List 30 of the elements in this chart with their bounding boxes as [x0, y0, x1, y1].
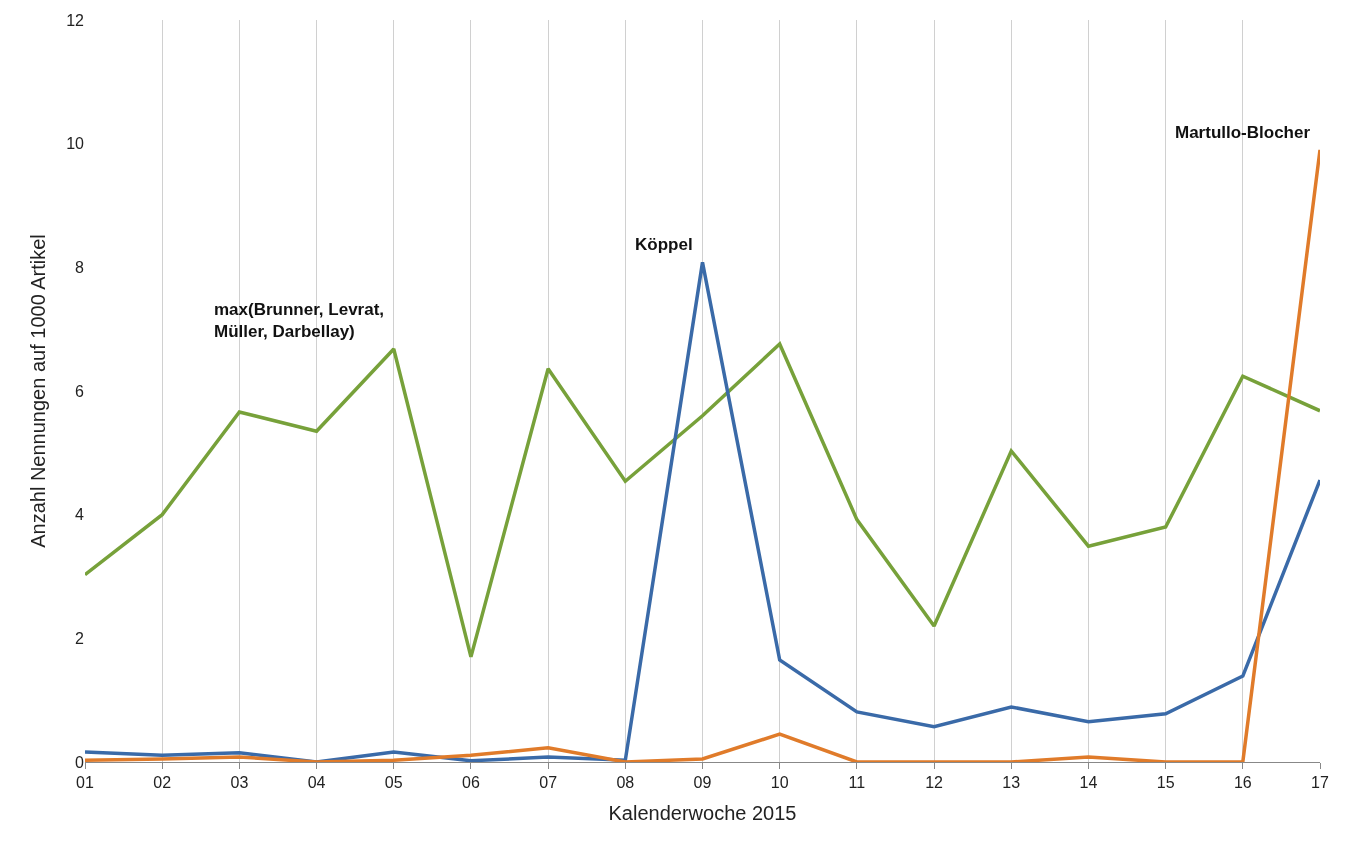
y-tick-label: 10 [66, 135, 85, 153]
y-tick-label: 4 [75, 506, 85, 524]
x-tick-label: 07 [539, 774, 558, 792]
x-tick-label: 13 [1002, 774, 1021, 792]
y-tick-label: 0 [75, 753, 85, 771]
y-axis-title: Anzahl Nennungen auf 1000 Artikel [26, 234, 49, 548]
line-series [85, 342, 1320, 659]
x-tick-label: 12 [925, 774, 944, 792]
x-tick-label: 06 [462, 774, 480, 792]
x-tick-label: 04 [307, 774, 326, 792]
x-tick-label: 08 [616, 774, 635, 792]
x-tick-label: 11 [848, 774, 866, 792]
y-tick-label: 2 [75, 629, 85, 647]
x-tick-label: 10 [770, 774, 789, 792]
x-tick-label: 03 [230, 774, 249, 792]
x-axis-title: Kalenderwoche 2015 [608, 801, 797, 824]
x-tick-label: 02 [153, 774, 172, 792]
y-tick-label: 6 [75, 382, 85, 400]
x-tick-label: 09 [693, 774, 712, 792]
annotation: Köppel [635, 235, 693, 254]
x-tick-label: 14 [1079, 774, 1098, 792]
annotation: max(Brunner, Levrat, Müller, Darbellay) [214, 300, 385, 342]
y-tick-label: 12 [66, 11, 85, 29]
x-tick-label: 05 [384, 774, 403, 792]
x-tick-label: 01 [76, 774, 94, 792]
annotation: Martullo-Blocher [1175, 123, 1311, 142]
x-tick-label: 17 [1311, 774, 1329, 792]
y-tick-label: 8 [75, 258, 85, 276]
x-tick-label: 15 [1156, 774, 1175, 792]
x-tick-label: 16 [1233, 774, 1252, 792]
